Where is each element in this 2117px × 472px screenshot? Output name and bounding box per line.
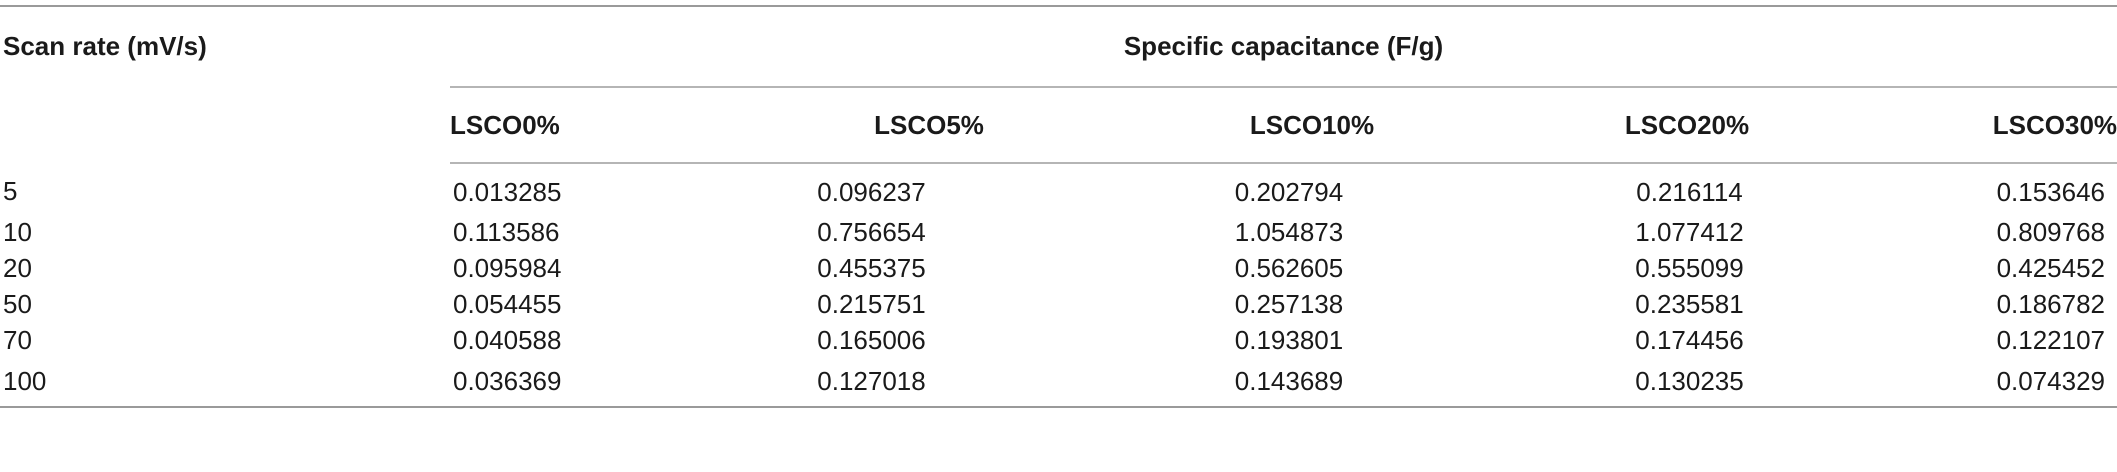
value-cell: 0.193801 (1234, 324, 1344, 355)
column-header: LSCO5% (736, 87, 1122, 164)
value-cell: 0.074329 (1872, 358, 2117, 408)
table-row: 10 0.113586 0.756654 1.054873 1.077412 0… (0, 214, 2117, 250)
table-row: 5 0.013285 0.096237 0.202794 0.216114 0.… (0, 163, 2117, 214)
value-cell: 1.077412 (1635, 216, 1744, 247)
column-header: LSCO10% (1122, 87, 1502, 164)
header-group-row: Scan rate (mV/s) Specific capacitance (F… (0, 5, 2117, 163)
scan-rate-cell: 10 (3, 216, 32, 247)
scan-rate-cell: 50 (3, 288, 32, 319)
column-header: LSCO30% (1872, 87, 2117, 164)
value-cell: 0.425452 (1996, 252, 2106, 283)
scan-rate-cell: 20 (3, 252, 32, 283)
value-cell: 0.143689 (1122, 358, 1502, 408)
value-cell: 0.215751 (817, 288, 926, 319)
value-cell: 0.562605 (1234, 252, 1344, 283)
row-header-scan-rate: Scan rate (mV/s) (0, 5, 450, 163)
value-cell: 0.174456 (1635, 324, 1744, 355)
column-header: LSCO20% (1502, 87, 1872, 164)
capacitance-table: Scan rate (mV/s) Specific capacitance (F… (0, 5, 2117, 408)
table-row: 70 0.040588 0.165006 0.193801 0.174456 0… (0, 322, 2117, 358)
scan-rate-cell: 100 (0, 358, 450, 408)
column-header: LSCO0% (450, 87, 736, 164)
table-body: 5 0.013285 0.096237 0.202794 0.216114 0.… (0, 163, 2117, 408)
value-cell: 0.455375 (817, 252, 926, 283)
table-row: 50 0.054455 0.215751 0.257138 0.235581 0… (0, 286, 2117, 322)
scan-rate-cell: 70 (3, 324, 32, 355)
table-row: 100 0.036369 0.127018 0.143689 0.130235 … (0, 358, 2117, 408)
value-cell: 0.555099 (1635, 252, 1744, 283)
scan-rate-cell: 5 (3, 176, 18, 206)
value-cell: 0.036369 (450, 358, 736, 408)
value-cell: 0.809768 (1996, 216, 2106, 247)
value-cell: 0.096237 (817, 176, 926, 207)
table-header: Scan rate (mV/s) Specific capacitance (F… (0, 5, 2117, 164)
header-columns-row: LSCO0% LSCO5% LSCO10% LSCO20% LSCO30% (0, 87, 2117, 164)
value-cell: 0.153646 (1996, 176, 2106, 207)
value-cell: 0.165006 (817, 324, 926, 355)
value-cell: 0.013285 (453, 176, 562, 207)
value-cell: 0.756654 (817, 216, 926, 247)
value-cell: 0.122107 (1996, 324, 2106, 355)
value-cell: 0.216114 (1636, 176, 1743, 207)
value-cell: 0.040588 (453, 324, 562, 355)
table-row: 20 0.095984 0.455375 0.562605 0.555099 0… (0, 250, 2117, 286)
value-cell: 0.054455 (453, 288, 562, 319)
value-cell: 0.257138 (1234, 288, 1344, 319)
value-cell: 0.202794 (1234, 176, 1344, 207)
value-cell: 0.095984 (453, 252, 562, 283)
value-cell: 0.186782 (1996, 288, 2106, 319)
group-header-specific-capacitance: Specific capacitance (F/g) (450, 5, 2117, 88)
value-cell: 0.130235 (1502, 358, 1872, 408)
value-cell: 1.054873 (1234, 216, 1344, 247)
value-cell: 0.235581 (1635, 288, 1744, 319)
value-cell: 0.127018 (736, 358, 1122, 408)
value-cell: 0.113586 (453, 216, 560, 247)
